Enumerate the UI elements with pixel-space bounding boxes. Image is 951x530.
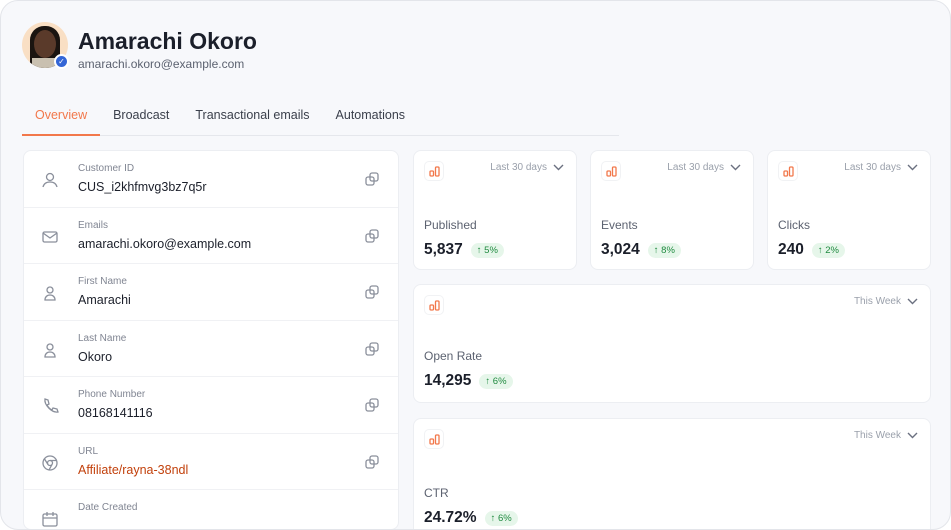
stat-number: 24.72%: [424, 509, 477, 526]
stat-number: 5,837: [424, 241, 463, 258]
mail-icon: [42, 230, 58, 243]
chevron-down-icon: [730, 164, 741, 171]
date-range-dropdown[interactable]: This Week: [854, 430, 918, 441]
field-row-customer-id: Customer ID CUS_i2khfmvg3bz7q5r: [24, 151, 398, 208]
change-badge: ↑ 6%: [479, 373, 513, 389]
stat-label: Events: [601, 218, 638, 232]
date-range-dropdown[interactable]: This Week: [854, 296, 918, 307]
chevron-down-icon: [907, 432, 918, 439]
field-label: Phone Number: [78, 389, 146, 400]
copy-icon[interactable]: [364, 171, 380, 187]
date-range-dropdown[interactable]: Last 30 days: [490, 162, 564, 173]
user-icon: [44, 342, 56, 358]
field-row-date-created: Date Created: [24, 490, 398, 529]
stat-card-open-rate: This Week Open Rate 14,295 ↑ 6%: [413, 284, 931, 403]
user-icon: [44, 286, 56, 301]
range-label: Last 30 days: [490, 162, 547, 173]
stat-label: Open Rate: [424, 349, 483, 363]
field-label: First Name: [78, 276, 127, 287]
tab-automations[interactable]: Automations: [335, 108, 406, 122]
field-value: 08168141116: [78, 406, 153, 420]
date-range-dropdown[interactable]: Last 30 days: [667, 162, 741, 173]
field-value: Amarachi: [78, 293, 131, 307]
phone-icon: [44, 398, 59, 413]
range-label: This Week: [853, 430, 901, 441]
stat-value: 24.72% ↑ 6%: [424, 509, 518, 527]
chevron-down-icon: [553, 164, 564, 171]
range-label: Last 30 days: [844, 162, 901, 173]
stat-value: 3,024 ↑ 8%: [601, 241, 681, 259]
stat-card-ctr: This Week CTR 24.72% ↑ 6%: [413, 418, 931, 529]
stat-value: 240 ↑ 2%: [778, 241, 845, 259]
copy-icon[interactable]: [364, 284, 380, 300]
stat-card-events: Last 30 days Events 3,024 ↑ 8%: [590, 150, 754, 270]
date-range-dropdown[interactable]: Last 30 days: [844, 162, 918, 173]
globe-icon: [42, 454, 58, 471]
change-badge: ↑ 5%: [470, 242, 504, 258]
copy-icon[interactable]: [364, 228, 380, 244]
field-label: Date Created: [78, 502, 138, 513]
change-badge: ↑ 8%: [647, 242, 681, 258]
field-value: Okoro: [78, 349, 113, 364]
tab-broadcast[interactable]: Broadcast: [113, 108, 170, 122]
bar-chart-icon: [778, 161, 798, 181]
stat-value: 14,295 ↑ 6%: [424, 372, 513, 390]
tab-transactional-emails[interactable]: Transactional emails: [195, 108, 310, 122]
stat-label: Clicks: [778, 218, 810, 232]
chevron-down-icon: [907, 164, 918, 171]
stat-number: 240: [778, 241, 804, 258]
field-row-url: URL Affiliate/rayna-38ndl: [24, 434, 398, 490]
user-search-icon: [42, 172, 58, 188]
copy-icon[interactable]: [364, 341, 380, 357]
calendar-icon: [42, 512, 58, 527]
stat-label: Published: [424, 218, 477, 232]
field-row-emails: Emails amarachi.okoro@example.com: [24, 208, 398, 264]
verified-check-icon: ✓: [54, 54, 69, 69]
tab-bar: Overview Broadcast Transactional emails …: [22, 101, 619, 136]
stat-value: 5,837 ↑ 5%: [424, 241, 504, 259]
bar-chart-icon: [424, 295, 444, 315]
stat-card-clicks: Last 30 days Clicks 240 ↑ 2%: [767, 150, 931, 270]
field-label: URL: [78, 445, 99, 457]
field-value[interactable]: Affiliate/rayna-38ndl: [78, 462, 189, 477]
customer-name: Amarachi Okoro: [78, 28, 257, 54]
bar-chart-icon: [424, 429, 444, 449]
stat-number: 14,295: [424, 372, 472, 389]
tab-overview[interactable]: Overview: [22, 101, 101, 136]
field-label: Customer ID: [78, 163, 135, 174]
bar-chart-icon: [601, 161, 621, 181]
customer-details-card: Customer ID CUS_i2khfmvg3bz7q5r Emails a…: [23, 150, 399, 529]
range-label: Last 30 days: [667, 162, 724, 173]
field-value: CUS_i2khfmvg3bz7q5r: [78, 180, 207, 194]
avatar: [22, 22, 68, 68]
chevron-down-icon: [907, 298, 918, 305]
copy-icon[interactable]: [364, 397, 380, 413]
field-row-last-name: Last Name Okoro: [24, 321, 398, 377]
stat-card-published: Last 30 days Published 5,837 ↑ 5%: [413, 150, 577, 270]
change-badge: ↑ 6%: [484, 510, 518, 526]
field-label: Emails: [78, 219, 109, 231]
field-label: Last Name: [78, 332, 127, 344]
field-row-first-name: First Name Amarachi: [24, 264, 398, 321]
stat-label: CTR: [424, 486, 449, 500]
field-row-phone-number: Phone Number 08168141116: [24, 377, 398, 434]
customer-email: amarachi.okoro@example.com: [78, 57, 245, 71]
bar-chart-icon: [424, 161, 444, 181]
copy-icon[interactable]: [364, 454, 380, 470]
range-label: This Week: [853, 296, 901, 307]
change-badge: ↑ 2%: [811, 242, 845, 258]
field-value: amarachi.okoro@example.com: [78, 236, 252, 251]
stat-number: 3,024: [601, 241, 640, 258]
